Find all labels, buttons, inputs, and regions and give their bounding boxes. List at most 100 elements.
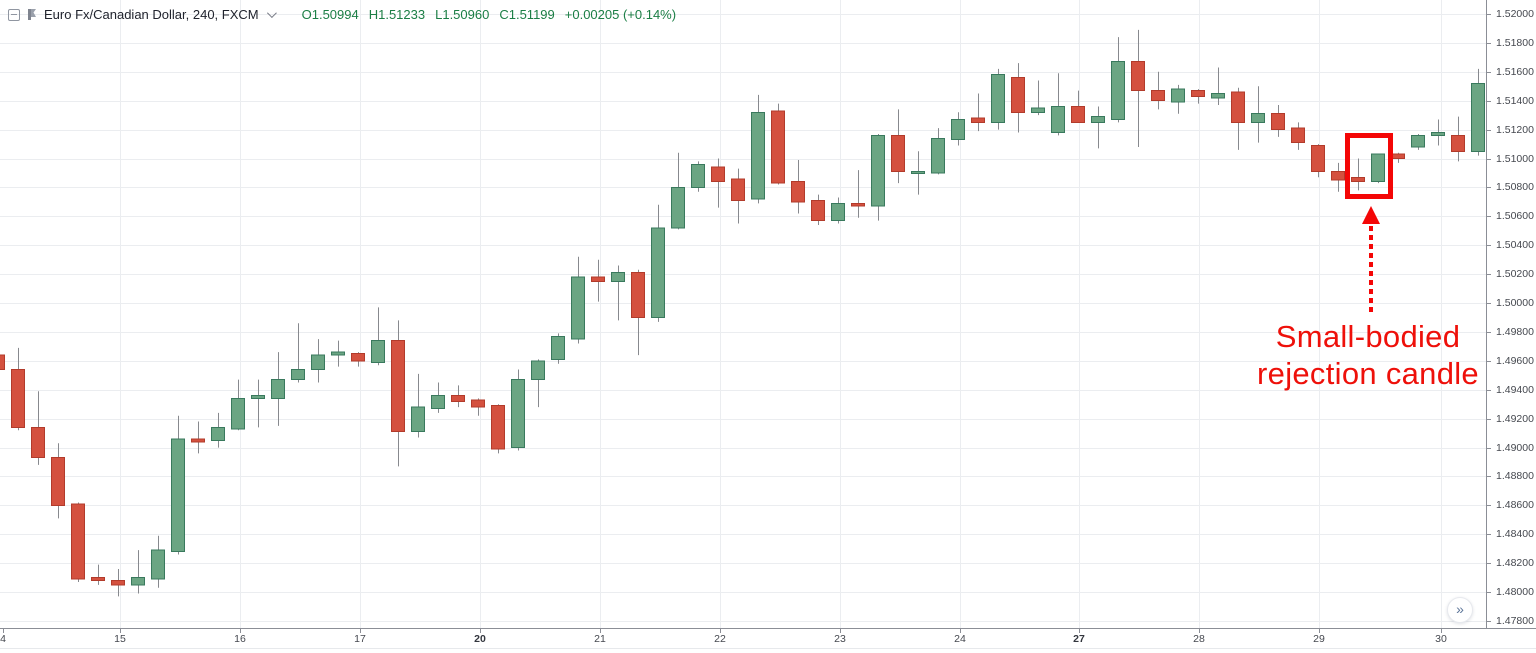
time-tick-mark: [360, 629, 361, 633]
candle-up: [1251, 113, 1265, 123]
candle-up: [671, 186, 685, 229]
candle-up: [1411, 134, 1425, 148]
candle-up: [231, 397, 245, 430]
price-tick-mark: [1487, 130, 1491, 131]
candle-up: [871, 134, 885, 207]
price-tick-label: 1.51000: [1496, 153, 1534, 165]
candle-down: [1351, 176, 1365, 183]
scroll-right-button[interactable]: »: [1447, 597, 1473, 623]
price-tick-label: 1.50000: [1496, 297, 1534, 309]
price-tick-mark: [1487, 159, 1491, 160]
chart-plot-area[interactable]: Euro Fx/Canadian Dollar, 240, FXCM O1.50…: [0, 0, 1486, 628]
candle-up: [831, 202, 845, 222]
time-tick-label: 24: [954, 633, 966, 645]
candle-down: [451, 395, 465, 402]
candle-up: [331, 351, 345, 356]
price-tick-mark: [1487, 245, 1491, 246]
price-tick-label: 1.49200: [1496, 413, 1534, 425]
candle-up: [251, 395, 265, 399]
chevron-down-icon[interactable]: [266, 8, 277, 19]
price-tick-mark: [1487, 303, 1491, 304]
price-tick-label: 1.50600: [1496, 210, 1534, 222]
price-tick-mark: [1487, 216, 1491, 217]
price-axis[interactable]: 1.52000 1.51800 1.51600 1.51400 1.51200 1.510…: [1486, 0, 1536, 628]
time-tick-mark: [600, 629, 601, 633]
price-tick-label: 1.48600: [1496, 499, 1534, 511]
candle-up: [571, 276, 585, 340]
candle-down: [351, 353, 365, 362]
price-tick-mark: [1487, 390, 1491, 391]
price-tick-label: 1.48000: [1496, 586, 1534, 598]
exchange-logo-icon: [26, 8, 38, 21]
candle-down: [1271, 113, 1285, 131]
time-tick-label: 15: [114, 633, 126, 645]
candlestick-chart: [0, 0, 1486, 628]
candle-down: [31, 426, 45, 459]
time-axis[interactable]: 4 15 16 17 20 21 22 23 24 27 28 29 30: [0, 628, 1536, 648]
candle-down: [851, 202, 865, 207]
candle-down: [11, 369, 25, 428]
candle-down: [391, 340, 405, 433]
candle-up: [431, 395, 445, 410]
candle-down: [91, 577, 105, 582]
candle-down: [1311, 145, 1325, 173]
time-tick-label: 22: [714, 633, 726, 645]
time-tick-mark: [1319, 629, 1320, 633]
ohlc-high: H1.51233: [368, 7, 426, 22]
price-tick-label: 1.48800: [1496, 470, 1534, 482]
price-tick-label: 1.52000: [1496, 8, 1534, 20]
time-tick-label: 20: [474, 633, 486, 645]
ohlc-readout: O1.50994 H1.51233 L1.50960 C1.51199 +0.0…: [302, 7, 676, 22]
collapse-icon[interactable]: [8, 8, 20, 21]
candle-up: [411, 406, 425, 433]
price-tick-mark: [1487, 534, 1491, 535]
candle-down: [891, 134, 905, 173]
price-tick-label: 1.47800: [1496, 615, 1534, 627]
candle-up: [911, 171, 925, 175]
ohlc-change: +0.00205 (+0.14%): [564, 7, 677, 22]
candle-up: [1471, 82, 1485, 152]
candle-down: [1071, 105, 1085, 123]
annotation-text[interactable]: Small-bodied rejection candle: [1257, 318, 1479, 392]
price-tick-label: 1.51400: [1496, 95, 1534, 107]
price-tick-mark: [1487, 476, 1491, 477]
time-tick-mark: [720, 629, 721, 633]
price-tick-mark: [1487, 419, 1491, 420]
candle-up: [751, 111, 765, 200]
price-tick-label: 1.49000: [1496, 442, 1534, 454]
symbol-title[interactable]: Euro Fx/Canadian Dollar, 240, FXCM: [44, 7, 259, 22]
candle-up: [531, 360, 545, 381]
price-tick-mark: [1487, 505, 1491, 506]
price-tick-label: 1.50200: [1496, 268, 1534, 280]
time-tick-label: 30: [1435, 633, 1447, 645]
candle-down: [0, 354, 5, 371]
ohlc-close: C1.51199: [499, 7, 555, 22]
price-tick-mark: [1487, 14, 1491, 15]
price-tick-label: 1.48400: [1496, 528, 1534, 540]
candle-up: [651, 227, 665, 318]
arrow-up-icon: [1362, 206, 1380, 224]
legend: Euro Fx/Canadian Dollar, 240, FXCM O1.50…: [8, 7, 676, 22]
annotation-highlight-box[interactable]: [1345, 133, 1393, 199]
candle-up: [1091, 116, 1105, 123]
candle-up: [951, 119, 965, 141]
candle-down: [471, 399, 485, 408]
candle-down: [1451, 134, 1465, 152]
annotation-line-2: rejection candle: [1257, 356, 1479, 391]
price-tick-label: 1.50800: [1496, 181, 1534, 193]
candle-up: [1171, 88, 1185, 103]
candle-down: [1011, 77, 1025, 113]
candle-up: [611, 272, 625, 282]
time-tick-mark: [480, 629, 481, 633]
time-tick-mark: [960, 629, 961, 633]
candle-down: [591, 276, 605, 282]
candle-down: [731, 178, 745, 201]
candle-up: [1111, 61, 1125, 121]
time-tick-mark: [1079, 629, 1080, 633]
price-tick-label: 1.48200: [1496, 557, 1534, 569]
candle-down: [491, 405, 505, 450]
price-tick-mark: [1487, 332, 1491, 333]
candle-down: [711, 166, 725, 183]
candle-up: [991, 74, 1005, 123]
